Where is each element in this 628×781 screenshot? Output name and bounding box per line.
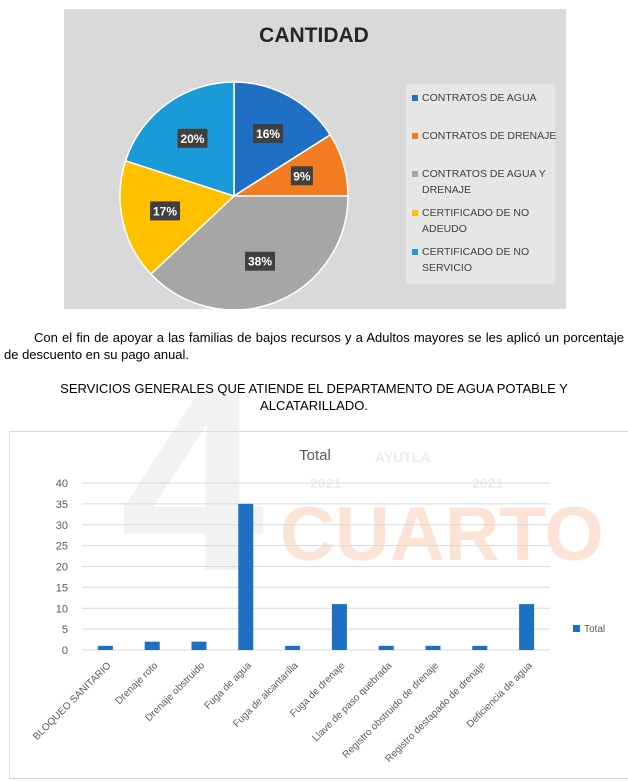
y-tick-label: 30	[56, 520, 68, 532]
pie-data-label: 17%	[153, 204, 177, 218]
pie-data-label: 16%	[256, 127, 280, 141]
x-tick-label: BLOQUEO SANITARIO	[31, 660, 113, 742]
bar	[97, 645, 113, 650]
pie-chart: CANTIDAD 16% 9% 38% 17% 20%	[119, 24, 369, 309]
legend-swatch	[412, 133, 418, 139]
pie-data-label-box	[245, 251, 276, 271]
y-tick-label: 20	[56, 562, 68, 574]
pie-data-label: 20%	[180, 132, 204, 146]
bar	[425, 645, 441, 650]
pie-data-label: 38%	[248, 255, 272, 269]
pie-data-label-box	[177, 128, 208, 148]
x-tick-label: Registro obstruido de drenaje	[341, 660, 442, 761]
legend-swatch	[412, 95, 418, 101]
x-tick-label: Drenaje roto	[114, 660, 161, 707]
watermark-town: AYUTLA	[375, 449, 431, 465]
pie-data-label-box	[150, 201, 181, 221]
y-tick-label: 5	[62, 624, 68, 636]
bar-legend-label: Total	[584, 624, 605, 635]
pie-data-label: 9%	[293, 169, 311, 183]
bar	[472, 645, 488, 650]
legend-label: CONTRATOS DE AGUA Y DRENAJE	[422, 168, 546, 196]
bar	[519, 604, 535, 650]
bar-chart-panel: Total 0 5 10 15 20 25 30 35 40 BLOQUEO SANITARIO…	[9, 431, 628, 779]
bar-chart-title: Total	[299, 447, 331, 464]
y-tick-label: 40	[56, 478, 68, 490]
watermark-word: CUARTO	[280, 492, 604, 577]
pie-data-label-box	[290, 166, 313, 186]
bar-chart: Total 0 5 10 15 20 25 30 35 40 BLOQUEO SANITARIO…	[31, 447, 605, 765]
pie-legend: CONTRATOS DE AGUA CONTRATOS DE DRENAJE C…	[406, 84, 557, 284]
legend-label: CERTIFICADO DE NO ADEUDO	[422, 207, 530, 235]
x-tick-label: Llave de paso quebrada	[311, 660, 395, 744]
bar	[378, 645, 394, 650]
legend-swatch	[412, 210, 418, 216]
y-tick-label: 15	[56, 582, 68, 594]
y-tick-label: 0	[62, 645, 68, 657]
y-tick-label: 35	[56, 499, 68, 511]
bar	[331, 604, 347, 650]
bar	[238, 503, 254, 650]
legend-label: CERTIFICADO DE NO SERVICIO	[422, 246, 530, 274]
pie-chart-title: CANTIDAD	[259, 24, 369, 47]
legend-label: CONTRATOS DE AGUA	[422, 92, 537, 104]
body-paragraph: Con el fin de apoyar a las familias de b…	[4, 330, 624, 362]
bar	[285, 645, 301, 650]
section-title: SERVICIOS GENERALES QUE ATIENDE EL DEPAR…	[60, 381, 568, 413]
y-tick-label: 25	[56, 541, 68, 553]
legend-swatch	[412, 171, 418, 177]
bar-legend-swatch	[573, 625, 580, 632]
x-tick-label: Registro destapado de drenaje	[383, 660, 488, 765]
pie-chart-panel: CANTIDAD 16% 9% 38% 17% 20% CONTRATOS DE AGU…	[64, 9, 566, 309]
y-tick-label: 10	[56, 603, 68, 615]
legend-label: CONTRATOS DE DRENAJE	[422, 130, 557, 142]
legend-swatch	[412, 249, 418, 255]
x-tick-label: Fuga de agua	[203, 660, 255, 712]
pie-data-label-box	[253, 124, 284, 144]
watermark: 4 2021 AYUTLA 2021 CUARTO	[120, 336, 604, 626]
bar	[144, 641, 160, 650]
bar	[191, 641, 207, 650]
